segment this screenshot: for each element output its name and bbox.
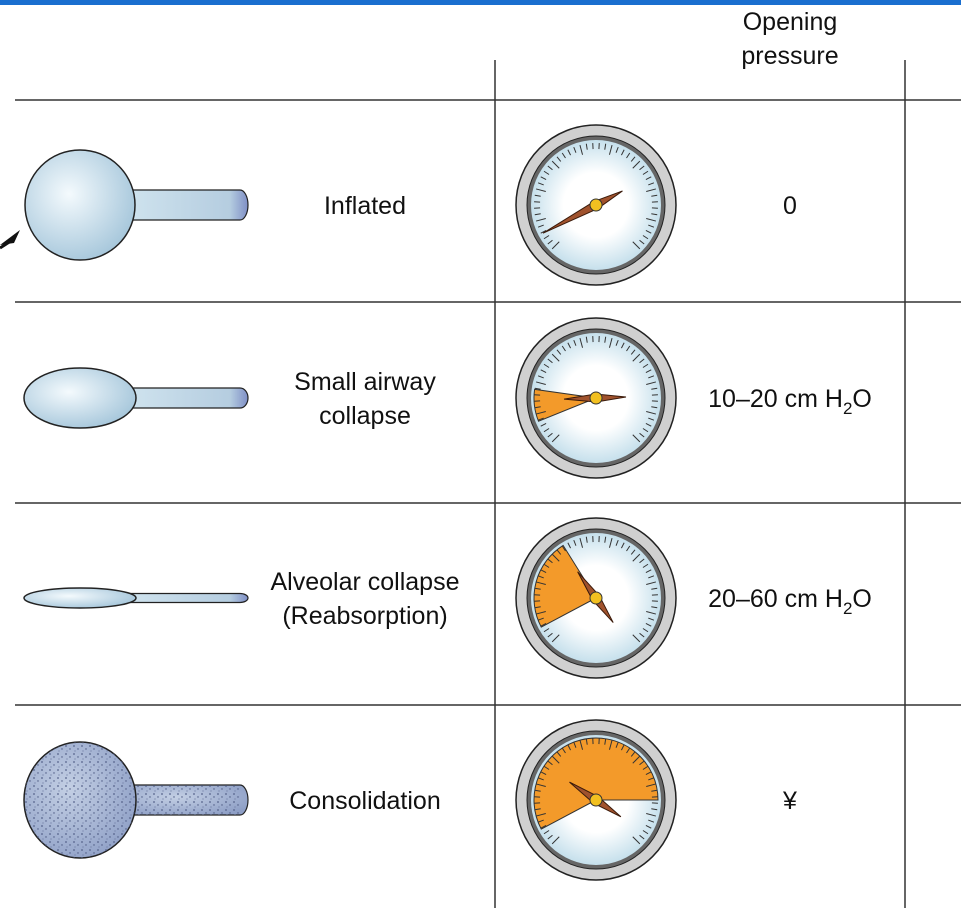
row-label: Consolidation (289, 787, 441, 815)
pressure-part: 0 (783, 192, 797, 220)
row-label: collapse (319, 402, 411, 430)
opening-pressure: 20–60 cm H2O (708, 585, 872, 618)
alveolus (24, 588, 136, 608)
pressure-part: 20–60 cm H (708, 585, 843, 613)
alveolus (25, 150, 135, 260)
opening-pressure: 0 (783, 192, 797, 220)
airway-stem (127, 190, 248, 220)
row: Alveolar collapse (Reabsorption) 20–60 cm … (24, 518, 872, 678)
top-bar (0, 0, 961, 5)
row: Inflated 0 (25, 125, 797, 285)
row: Small airway collapse 10–20 cm H2O (24, 318, 872, 478)
header-line: Opening (743, 8, 838, 36)
grid (15, 60, 961, 908)
gauge-hub (590, 392, 602, 404)
row-label: (Reabsorption) (282, 602, 447, 630)
pressure-part: ¥ (782, 787, 797, 815)
gauge-hub (590, 794, 602, 806)
speckle (135, 785, 240, 815)
pressure-part: 2 (843, 399, 852, 418)
row-label: Small airway (294, 368, 436, 396)
page: Opening pressure Inflated 0 Small airway co… (0, 0, 961, 908)
airway-stem (128, 594, 248, 603)
gauge-hub (590, 592, 602, 604)
row-label: Inflated (324, 192, 406, 220)
speckle (24, 742, 136, 858)
row-label: Alveolar collapse (271, 568, 460, 596)
header-line: pressure (741, 42, 838, 70)
pressure-part: O (852, 585, 871, 613)
diagram: Opening pressure Inflated 0 Small airway co… (0, 0, 961, 908)
opening-pressure: 10–20 cm H2O (708, 385, 872, 418)
opening-pressure: ¥ (782, 787, 797, 815)
pressure-part: O (852, 385, 871, 413)
airway-stem (128, 388, 248, 408)
gauge-hub (590, 199, 602, 211)
alveolus (24, 368, 136, 428)
row: Consolidation ¥ (24, 720, 797, 880)
pressure-part: 2 (843, 599, 852, 618)
pressure-part: 10–20 cm H (708, 385, 843, 413)
